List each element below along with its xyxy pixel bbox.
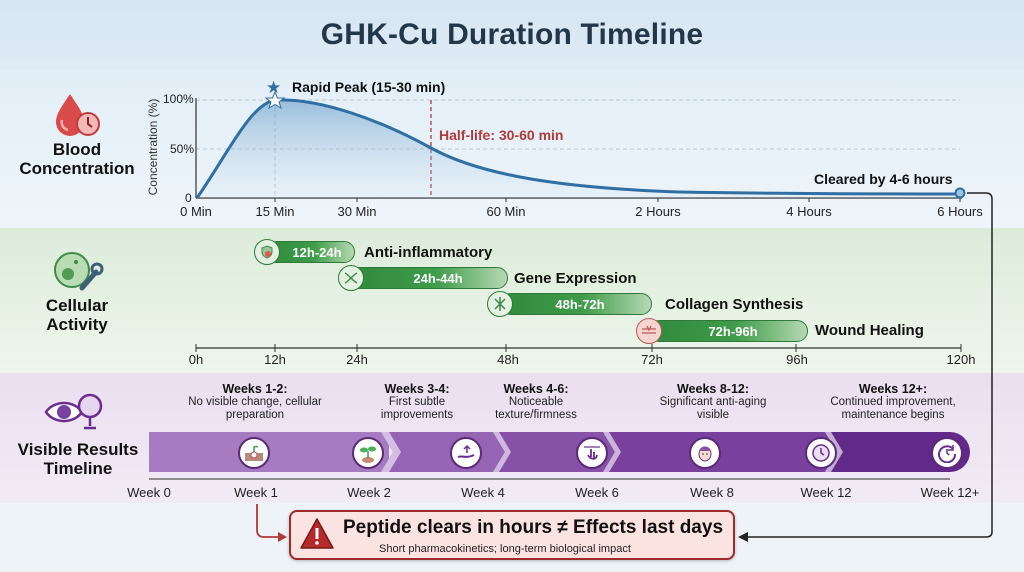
x-tick: 30 Min [337, 204, 377, 219]
x-tick: 96h [786, 352, 808, 367]
blood-drop-clock-icon [52, 92, 102, 143]
hand-lift-icon [450, 437, 482, 469]
callout-headline: Peptide clears in hours ≠ Effects last d… [343, 517, 724, 538]
x-tick: Week 12+ [920, 485, 980, 500]
x-tick: 24h [346, 352, 368, 367]
sprout-icon [352, 437, 384, 469]
skin-layer-icon [636, 318, 662, 344]
finger-touch-icon [576, 437, 608, 469]
x-tick: 60 Min [486, 204, 526, 219]
callout-subtext: Short pharmacokinetics; long-term biolog… [379, 543, 631, 555]
x-tick: 0h [188, 352, 204, 367]
phase-weeks-3-4: Weeks 3-4: First subtle improvements [380, 382, 454, 422]
x-tick: Week 2 [347, 485, 391, 500]
visible-section-label: Visible Results Timeline [17, 440, 139, 478]
x-tick: 120h [946, 352, 976, 367]
eye-mirror-icon [44, 392, 108, 437]
activity-label: Collagen Synthesis [665, 296, 804, 313]
phase-weeks-12-plus: Weeks 12+: Continued improvement, maintena… [830, 382, 956, 422]
x-tick: Week 6 [575, 485, 619, 500]
y-tick-100: 100% [163, 92, 194, 106]
x-tick: 72h [641, 352, 663, 367]
clock-refresh-icon [931, 437, 963, 469]
phase-weeks-4-6: Weeks 4-6: Noticeable texture/firmness [495, 382, 577, 422]
x-tick: 12h [264, 352, 286, 367]
peak-annotation: Rapid Peak (15-30 min) [292, 79, 446, 95]
clock-icon [805, 437, 837, 469]
phase-weeks-8-12: Weeks 8-12: Significant anti-aging visible [659, 382, 767, 422]
title-bar: GHK-Cu Duration Timeline [0, 0, 1024, 70]
blood-section-label: Blood Concentration [19, 140, 135, 178]
cellular-section-label: Cellular Activity [45, 296, 109, 334]
y-tick-0: 0 [185, 191, 192, 205]
collagen-fiber-icon [487, 291, 513, 317]
seed-icon [238, 437, 270, 469]
x-tick: 48h [497, 352, 519, 367]
activity-label: Gene Expression [514, 270, 637, 287]
callout-box: Peptide clears in hours ≠ Effects last d… [289, 510, 735, 560]
warning-triangle-icon [299, 516, 335, 557]
x-tick: Week 12 [800, 485, 852, 500]
peak-star-icon: ★ [266, 78, 282, 97]
x-tick: Week 4 [461, 485, 505, 500]
face-icon [689, 437, 721, 469]
shield-icon [254, 239, 280, 265]
activity-label: Wound Healing [815, 322, 924, 339]
x-tick: 6 Hours [937, 204, 983, 219]
x-tick: 15 Min [255, 204, 295, 219]
x-tick: Week 0 [127, 485, 171, 500]
dna-icon [338, 265, 364, 291]
half-life-annotation: Half-life: 30-60 min [439, 127, 564, 143]
y-tick-50: 50% [170, 142, 195, 156]
phase-weeks-1-2: Weeks 1-2: No visible change, cellular pre… [188, 382, 322, 422]
x-tick: 2 Hours [635, 204, 681, 219]
x-tick: 0 Min [180, 204, 212, 219]
cell-wrench-icon [52, 250, 104, 299]
activity-bar-anti-inflammatory: 12h-24h [265, 241, 355, 263]
page-title: GHK-Cu Duration Timeline [320, 18, 704, 51]
x-tick: 4 Hours [786, 204, 832, 219]
activity-bar-collagen-synthesis: 48h-72h [500, 293, 652, 315]
cleared-annotation: Cleared by 4-6 hours [814, 171, 953, 187]
x-tick: Week 8 [690, 485, 734, 500]
visible-results-arrow [149, 432, 970, 480]
activity-bar-gene-expression: 24h-44h [348, 267, 508, 289]
x-tick: Week 1 [234, 485, 278, 500]
activity-bar-wound-healing: 72h-96h [648, 320, 808, 342]
activity-label: Anti-inflammatory [364, 244, 493, 261]
